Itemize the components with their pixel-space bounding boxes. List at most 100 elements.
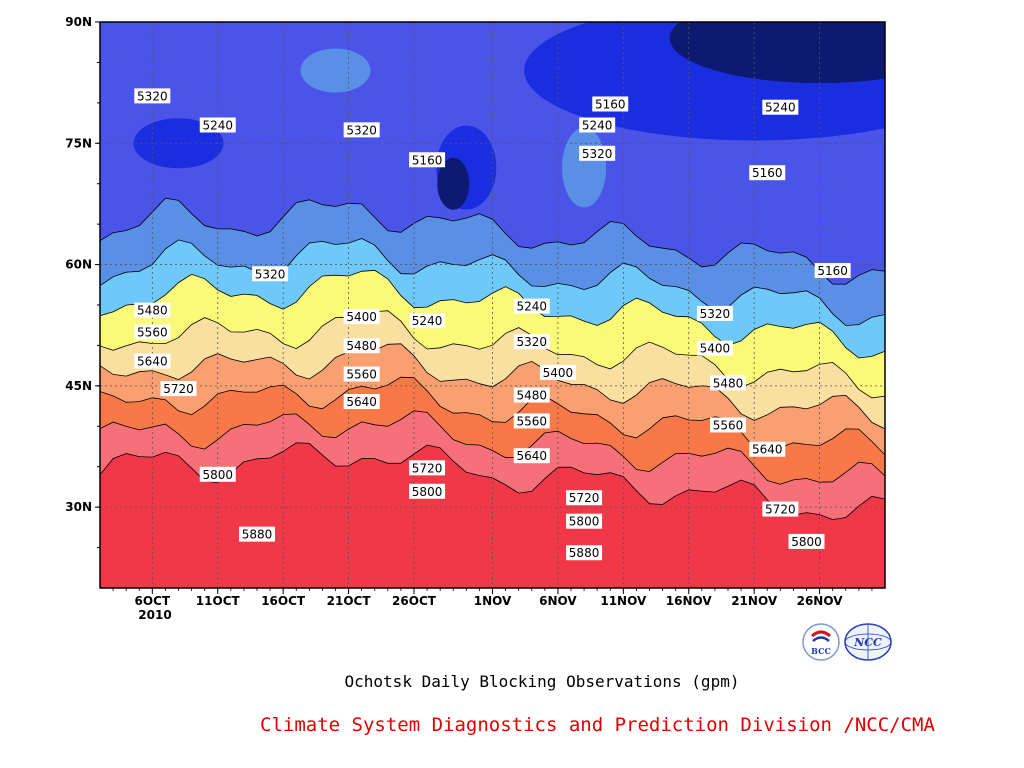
contour-label-text: 5160 [412,153,443,167]
contour-label-bg [513,334,550,350]
contour-label-bg [579,117,616,133]
contour-label-bg [343,338,380,354]
contour-label: 5800 [566,513,603,529]
contour-chart: 5320 5240 5320 5160 5160 5240 5320 5240 5160 5160… [65,15,886,622]
contour-label-text: 5480 [516,389,547,403]
contour-label: 5480 [513,387,550,403]
contour-label: 5720 [409,460,446,476]
contour-label-text: 5640 [516,449,547,463]
contour-label-text: 5320 [346,123,377,137]
y-axis: 30N 45N 60N 75N 90N [65,15,100,549]
contour-label-bg [513,298,550,314]
contour-label-text: 5560 [713,418,744,432]
contour-label: 5480 [343,338,380,354]
contour-label-bg [566,513,603,529]
contour-label-text: 5560 [516,414,547,428]
x-tick-label: 16NOV [666,594,713,608]
contour-label-bg [513,448,550,464]
contour-label-bg [710,417,746,433]
contour-label: 5160 [814,263,851,279]
contour-label-bg [579,145,616,161]
contour-label: 5560 [134,324,171,340]
contour-label: 5560 [343,366,380,382]
contour-label: 5560 [710,417,746,433]
contour-label: 5240 [762,99,799,115]
contour-label: 5720 [762,501,799,517]
x-tick-label: 1NOV [474,594,512,608]
contour-label-text: 5880 [242,528,273,542]
bcc-logo-text: BCC [811,646,831,656]
ridge-9nov [562,127,607,208]
contour-label-text: 5800 [791,535,822,549]
contour-label-bg [566,490,603,506]
contour-label-text: 5240 [765,101,796,115]
contour-label-bg [513,413,550,429]
contour-label-text: 5800 [569,515,600,529]
contour-label-bg [814,263,851,279]
contour-label-bg [749,441,786,457]
contour-label: 5400 [539,364,576,380]
contour-label-bg [409,313,446,329]
contour-label-text: 5880 [569,546,600,560]
x-tick-label: 11OCT [196,594,241,608]
contour-label-text: 5640 [137,355,168,369]
contour-label: 5720 [566,490,603,506]
contour-label-bg [134,302,171,318]
contour-label: 5240 [199,117,236,133]
contour-label-text: 5160 [817,264,848,278]
x-tick-year: 2010 [138,608,171,622]
ridge-21oct [300,48,371,93]
contour-label: 5720 [160,381,197,397]
contour-label-text: 5320 [700,307,731,321]
contour-label: 5800 [199,466,236,482]
contour-label-bg [409,152,446,168]
contour-label-text: 5640 [346,395,377,409]
bcc-logo: BCC [802,623,840,661]
contour-label-bg [343,366,380,382]
contour-fills [100,22,885,588]
contour-label-bg [343,122,380,138]
contour-label: 5240 [409,313,446,329]
contour-label-text: 5320 [255,267,286,281]
contour-label-bg [539,364,576,380]
contour-label-text: 5800 [412,485,443,499]
contour-label: 5160 [749,165,786,181]
contour-label-bg [252,266,289,282]
contour-label-text: 5320 [516,335,547,349]
contour-label: 5800 [409,483,446,499]
contour-label-bg [134,324,171,340]
contour-label-bg [134,353,171,369]
x-tick-label: 21OCT [327,594,372,608]
contour-label-text: 5640 [752,443,783,457]
contour-label: 5480 [710,375,746,391]
contour-label-bg [749,165,786,181]
contour-label-bg [566,545,603,561]
x-tick-label: 26NOV [797,594,844,608]
ncc-logo-text: NCC [853,636,882,649]
contour-label-text: 5240 [412,314,443,328]
contour-label-text: 5160 [752,166,783,180]
contour-label-bg [788,533,825,549]
contour-label: 5880 [566,545,603,561]
contour-label-text: 5560 [346,368,377,382]
contour-label: 5320 [579,145,616,161]
contour-label: 5320 [134,88,171,104]
x-tick-label: 11NOV [600,594,647,608]
contour-label-bg [710,375,746,391]
credit-line: Climate System Diagnostics and Predictio… [260,714,935,736]
contour-label-bg [592,96,629,112]
contour-label: 5640 [134,353,171,369]
contour-label-text: 5400 [346,310,377,324]
contour-label-bg [343,394,380,410]
x-axis: 6OCT 11OCT 16OCT 21OCT 26OCT 1NOV 6NOV 11NOV 16N… [112,588,873,608]
contour-label-text: 5480 [346,339,377,353]
contour-label: 5160 [409,152,446,168]
contour-label: 5400 [696,340,733,356]
y-tick-label: 45N [65,379,92,393]
contour-label-text: 5400 [543,366,574,380]
contour-label-bg [409,460,446,476]
contour-label-bg [762,99,799,115]
grid-lines [100,21,885,588]
x-tick-label: 6NOV [539,594,577,608]
y-tick-label: 30N [65,500,92,514]
